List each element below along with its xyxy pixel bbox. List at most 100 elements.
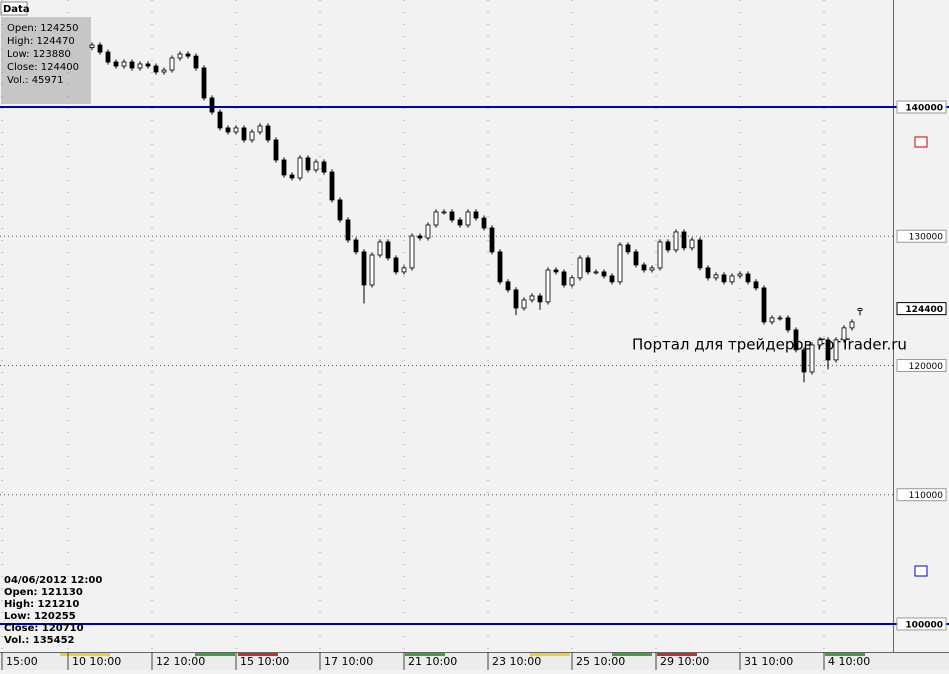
candle-body [329, 171, 335, 201]
x-tick-label: 4 10:00 [828, 655, 870, 668]
candle-body [825, 339, 831, 361]
candle-body [449, 211, 455, 221]
x-tick-label: 21 10:00 [408, 655, 457, 668]
candle-body [121, 61, 127, 67]
candle-body [457, 219, 463, 226]
candle-body [241, 127, 247, 141]
candle-body [481, 217, 487, 229]
candle-body [785, 317, 791, 331]
candle-body [713, 274, 719, 279]
candle-body [441, 211, 447, 214]
candle-body [297, 157, 303, 179]
session-strip [657, 653, 697, 656]
tab[interactable] [0, 1, 28, 16]
candle-body [489, 227, 495, 253]
y-tick-box [896, 488, 947, 502]
candle-body [833, 339, 839, 361]
session-strip [530, 653, 570, 656]
candle-body [345, 219, 351, 241]
candle-body [697, 239, 703, 269]
candle-body [137, 63, 143, 69]
watermark: Портал для трейдеров ForTrader.ru [632, 336, 907, 354]
session-strip [825, 653, 865, 656]
candle-body [689, 239, 695, 249]
candle-body [433, 211, 439, 226]
candle-body [753, 281, 759, 289]
candle-body [193, 55, 199, 69]
candle-body [497, 251, 503, 283]
candle-body [409, 235, 415, 269]
icon[interactable] [914, 136, 928, 148]
candle-body [521, 299, 527, 309]
candle-body [233, 127, 239, 133]
x-tick-label: 29 10:00 [660, 655, 709, 668]
y-tick-box [896, 229, 947, 243]
candle-body [225, 127, 231, 133]
candle-body [649, 267, 655, 271]
y-tick-box [896, 617, 947, 631]
tab-label[interactable]: Data [3, 4, 30, 15]
candle-body [97, 44, 103, 53]
candle-body [113, 61, 119, 67]
candle-body [849, 321, 855, 329]
candle-body [201, 67, 207, 99]
candle-body [585, 257, 591, 273]
candle-body [593, 271, 599, 274]
candle-body [817, 339, 823, 346]
candle-body [529, 295, 535, 301]
candle-body [793, 329, 799, 351]
x-tick-label: 15 10:00 [240, 655, 289, 668]
candle-body [617, 244, 623, 283]
x-tick-label: 31 10:00 [744, 655, 793, 668]
candle-body [601, 271, 607, 277]
candle-body [385, 241, 391, 259]
candle-body [705, 267, 711, 279]
info-line: Open: 124250 [7, 23, 78, 34]
info-line: High: 121210 [4, 599, 79, 610]
candle-body [761, 287, 767, 323]
candle-body [361, 251, 367, 286]
candle-body [129, 61, 135, 69]
candle-body [369, 254, 375, 286]
session-strip [195, 653, 235, 656]
candle-body [545, 269, 551, 303]
info-line: Low: 123880 [7, 49, 71, 60]
candle-body [161, 69, 167, 73]
y-tick-label: 120000 [909, 362, 944, 372]
candle-body [257, 125, 263, 133]
candle-body [577, 257, 583, 279]
info-line: Close: 124400 [7, 62, 79, 73]
candle-body [569, 277, 575, 286]
candle-body [273, 139, 279, 161]
x-tick-label: 23 10:00 [492, 655, 541, 668]
price-box [896, 302, 947, 316]
y-tick-label: 140000 [905, 104, 943, 114]
candle-body [249, 131, 255, 141]
candle-body [337, 199, 343, 221]
candle-body [633, 251, 639, 266]
y-tick-label: 110000 [909, 491, 944, 501]
x-tick-label: 12 10:00 [156, 655, 205, 668]
session-strip [405, 653, 445, 656]
candle-body [841, 327, 847, 341]
y-tick-label: 100000 [905, 620, 943, 630]
candle-body [313, 161, 319, 171]
candle-body [769, 317, 775, 323]
x-tick-label: 10 10:00 [72, 655, 121, 668]
icon[interactable] [914, 565, 928, 577]
candle-body [553, 269, 559, 273]
info-line: Low: 120255 [4, 611, 76, 622]
candle-body [809, 344, 815, 373]
candle-body [745, 273, 751, 283]
candle-body [561, 271, 567, 286]
candle-body [321, 161, 327, 173]
candle-body [105, 51, 111, 63]
candle-body [657, 241, 663, 269]
price-label: 124400 [905, 305, 943, 315]
info-line: Vol.: 135452 [4, 635, 75, 646]
session-strip [612, 653, 652, 656]
candle-body [305, 157, 311, 171]
y-tick-label: 130000 [909, 233, 944, 243]
info-line: Vol.: 45971 [7, 75, 64, 86]
